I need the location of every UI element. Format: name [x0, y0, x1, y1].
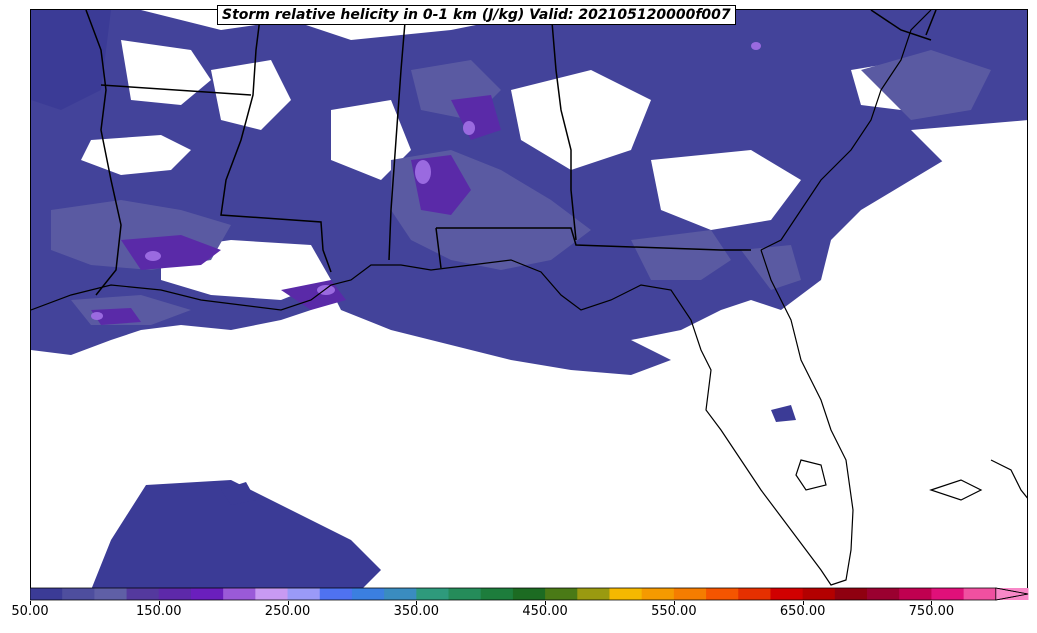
colorbar-tick-mark	[931, 601, 933, 605]
colorbar-segment	[30, 588, 63, 600]
colorbar-segment	[448, 588, 482, 600]
state-borders	[85, 10, 937, 296]
colorbar-segment	[351, 588, 385, 600]
colorbar-tick-mark	[287, 601, 289, 605]
colorbar-tick-label: 150.00	[136, 604, 182, 619]
colorbar-tick-label: 350.00	[393, 604, 440, 619]
colorbar-segment	[963, 588, 997, 600]
colorbar-tick-label: 650.00	[779, 604, 826, 619]
colorbar-segment	[158, 588, 192, 600]
colorbar-segment	[738, 588, 771, 600]
colorbar-segment	[673, 588, 707, 600]
colorbar-segment	[255, 588, 289, 600]
colorbar-tick-mark	[30, 601, 31, 605]
colorbar-segment	[223, 588, 256, 600]
colorbar-tick-mark	[673, 601, 675, 605]
colorbar-segment	[899, 588, 932, 600]
map-panel	[30, 9, 1028, 589]
colorbar-segment	[384, 588, 417, 600]
colorbar-tick-mark	[158, 601, 160, 605]
colorbar-tick-mark	[802, 601, 804, 605]
colorbar-tick-mark	[545, 601, 547, 605]
helicity-field-high	[91, 95, 501, 325]
colorbar-tick-label: 50.00	[11, 604, 49, 619]
colorbar-segment	[319, 588, 353, 600]
colorbar-tick-label: 750.00	[908, 604, 955, 619]
colorbar-segment	[931, 588, 965, 600]
colorbar-tick-mark	[416, 601, 418, 605]
colorbar-segment	[706, 588, 739, 600]
colorbar-ticks: 50.00 150.00 250.00 350.00 450.00 550.00 650.0…	[0, 601, 1037, 624]
colorbar-segment	[287, 588, 321, 600]
colorbar-segment	[126, 588, 160, 600]
colorbar-segment	[577, 588, 610, 600]
colorbar-segment	[94, 588, 128, 600]
colorbar-outline	[30, 587, 1029, 601]
coastlines	[31, 10, 1027, 586]
map-title: Storm relative helicity in 0-1 km (J/kg)…	[217, 5, 736, 25]
helicity-field-peak	[91, 42, 761, 320]
colorbar-segment	[416, 588, 450, 600]
colorbar-segment	[512, 588, 546, 600]
colorbar-segment	[834, 588, 868, 600]
colorbar-segment	[609, 588, 643, 600]
map-canvas	[31, 10, 1027, 588]
colorbar-segment	[62, 588, 95, 600]
colorbar-segment	[641, 588, 675, 600]
colorbar-segment	[545, 588, 578, 600]
colorbar-segment	[480, 588, 514, 600]
colorbar-segment	[770, 588, 804, 600]
colorbar-segment	[867, 588, 900, 600]
colorbar-tick-label: 550.00	[651, 604, 697, 619]
colorbar-segment	[802, 588, 836, 600]
colorbar-tick-label: 250.00	[264, 604, 311, 619]
colorbar-tick-label: 450.00	[522, 604, 568, 619]
colorbar-segment	[190, 588, 224, 600]
colorbar	[30, 587, 1029, 601]
